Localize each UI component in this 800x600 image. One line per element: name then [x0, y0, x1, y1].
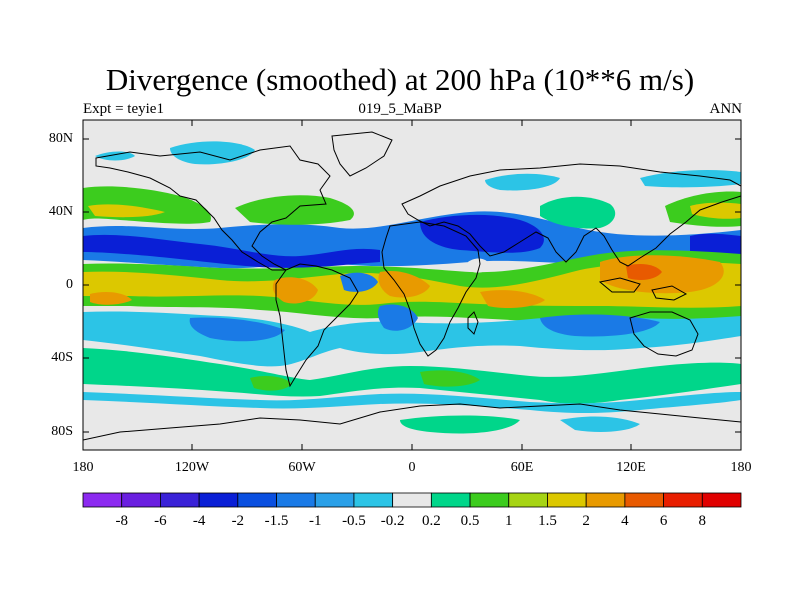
sh-midlat-divergence — [83, 348, 741, 404]
colorbar-box — [237, 492, 277, 508]
colorbar-box — [121, 492, 161, 508]
colorbar-tick-label: -4 — [192, 513, 206, 529]
indian-white-hole — [468, 258, 490, 273]
america-orange-core — [272, 277, 318, 304]
y-tick-80n: 80N — [48, 131, 73, 146]
colorbar-tick-label: 2 — [582, 513, 590, 529]
colorbar-tick-label: 4 — [621, 513, 629, 529]
south-america-coast — [275, 263, 359, 388]
colorbar-tick-label: 6 — [659, 513, 668, 529]
experiment-label: Expt = teyie1 — [83, 101, 164, 117]
australia-coast — [629, 311, 699, 357]
antarctic-divergence-patch — [400, 415, 520, 434]
colorbar-tick-label: 0.2 — [421, 513, 441, 529]
colorbar-tick-label: 8 — [698, 513, 707, 529]
colorbar-box — [469, 492, 510, 508]
colorbar-box — [508, 492, 548, 508]
antarctica-coast — [83, 403, 741, 441]
colorbar-tick-label: 1 — [505, 513, 513, 529]
y-tick-80s: 80S — [51, 424, 73, 439]
x-tick-60e: 60E — [510, 460, 534, 475]
colorbar-box — [314, 492, 355, 508]
colorbar-box — [430, 492, 471, 508]
x-tick-120e: 120E — [616, 460, 646, 475]
africa-coast — [381, 221, 481, 357]
colorbar-box — [353, 492, 394, 508]
antarctic-convergence-band — [83, 392, 741, 413]
madagascar-coast — [467, 311, 479, 335]
greenland-coast — [331, 131, 393, 177]
y-tick-0: 0 — [66, 277, 73, 292]
colorbar-tick-label: -8 — [115, 513, 128, 529]
colorbar-box — [547, 492, 587, 508]
colorbar-box — [392, 492, 432, 508]
sh-midlat-yellow-1 — [250, 376, 292, 391]
colorbar-tick-label: -0.2 — [380, 513, 405, 529]
arctic-convergence-2 — [95, 151, 135, 161]
colorbar-tick-label: -1.5 — [264, 513, 289, 529]
colorbar-box — [276, 492, 316, 508]
nh-midlat-divergence-yellow — [88, 204, 165, 218]
asia-midlat-divergence — [540, 196, 616, 229]
colorbar-tick-label: -6 — [154, 513, 167, 529]
colorbar-tick-label: -2 — [231, 513, 245, 529]
sh-midlat-yellow-2 — [420, 370, 480, 387]
y-axis-ticks — [83, 138, 741, 433]
america-midlat-divergence — [235, 195, 354, 225]
colorbar-tick-label: -0.5 — [342, 513, 366, 529]
divergence-field — [83, 120, 741, 450]
dateline-orange-core — [90, 292, 132, 305]
sh-strong-convergence-1 — [189, 317, 285, 342]
colorbar-box — [624, 492, 664, 508]
pacific-midlat-divergence-yellow — [690, 202, 741, 219]
x-tick-180w: 180 — [72, 460, 94, 475]
eurasia-coast — [401, 163, 741, 267]
case-label: 019_5_MaBP — [358, 101, 442, 117]
pacific-red-core — [626, 264, 662, 280]
nh-strong-convergence — [83, 234, 380, 268]
y-tick-40s: 40S — [51, 350, 73, 365]
x-tick-60w: 60W — [288, 460, 316, 475]
colorbar-box — [160, 492, 200, 508]
indian-orange-core — [480, 290, 545, 308]
colorbar-tick-label: 1.5 — [538, 513, 557, 529]
y-tick-40n: 40N — [48, 204, 73, 219]
colorbar-box — [585, 492, 626, 508]
season-label: ANN — [709, 101, 743, 117]
se-asia-islands — [598, 277, 688, 301]
north-america-coast — [95, 145, 331, 271]
x-tick-0: 0 — [408, 460, 416, 475]
sh-strong-convergence-2 — [377, 304, 418, 331]
colorbar-tick-label: -1 — [308, 513, 322, 529]
colorbar-box — [82, 492, 123, 508]
colorbar-box — [198, 492, 239, 508]
plot-title: Divergence (smoothed) at 200 hPa (10**6 … — [105, 62, 695, 97]
coastlines — [83, 131, 741, 441]
colorbar-boxes — [82, 492, 742, 508]
arctic-convergence-3 — [485, 173, 560, 191]
x-tick-120w: 120W — [174, 460, 210, 475]
pacific-orange-core — [600, 255, 724, 294]
x-tick-180e: 180 — [730, 460, 752, 475]
colorbar-tick-label: 0.5 — [460, 513, 480, 529]
arctic-convergence-4 — [640, 170, 741, 188]
antarctic-convergence-patch — [560, 416, 640, 432]
x-axis-ticks — [82, 120, 632, 450]
colorbar-box — [701, 492, 742, 508]
colorbar-box — [663, 492, 703, 508]
